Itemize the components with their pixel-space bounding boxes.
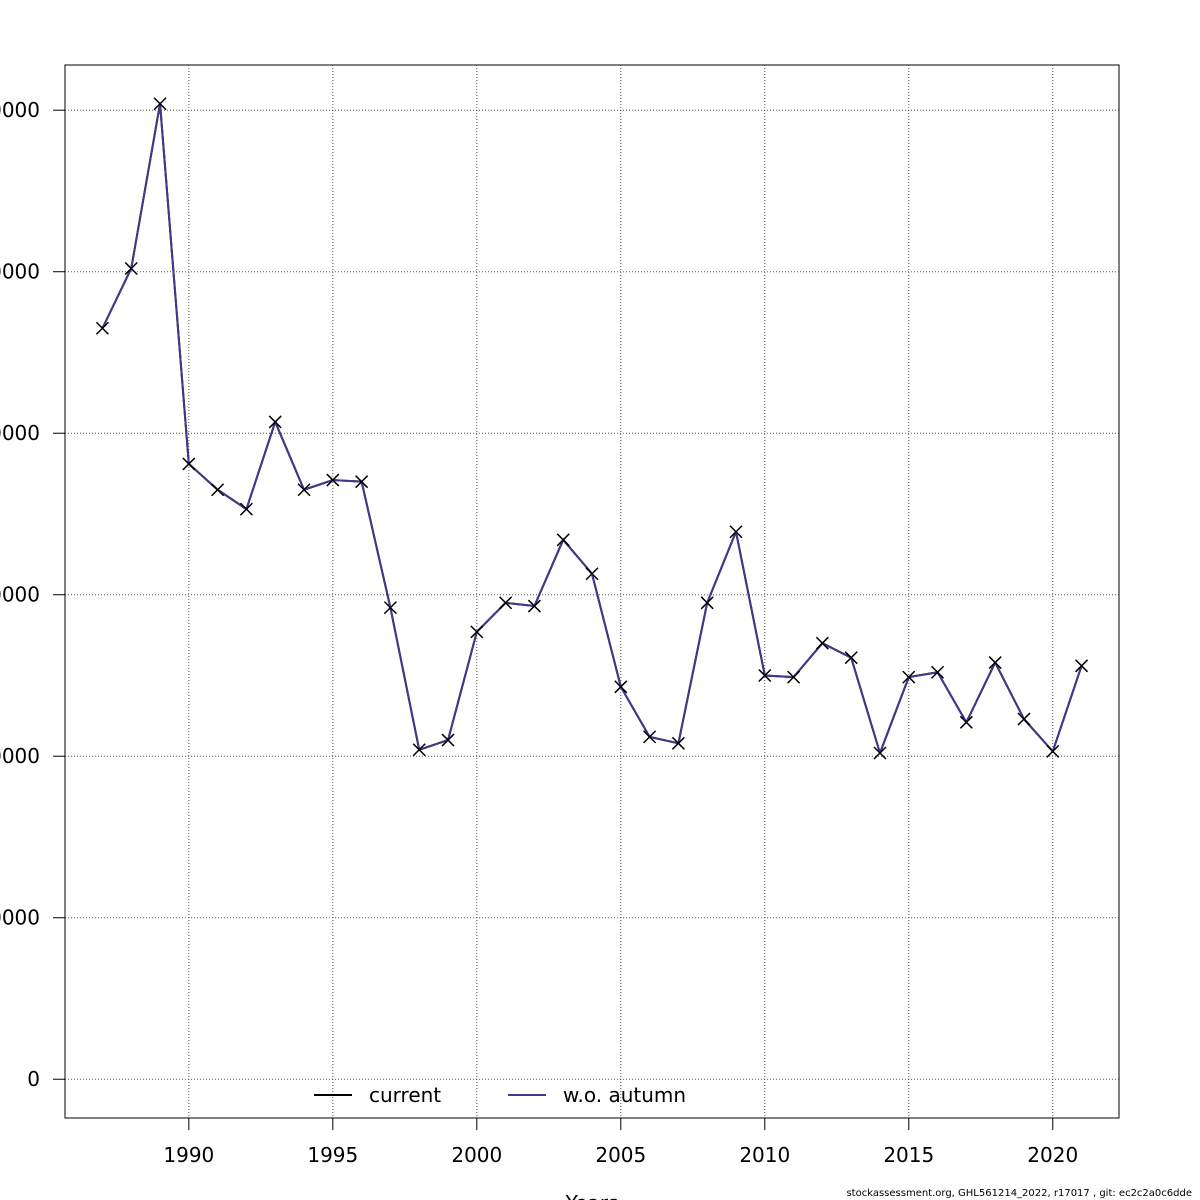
data-point-marker: [297, 483, 311, 497]
y-tick-label: 0: [27, 1067, 40, 1091]
data-point-marker: [643, 730, 657, 744]
data-point-marker: [95, 321, 109, 335]
data-point-marker: [470, 625, 484, 639]
legend-label-current: current: [369, 1083, 441, 1107]
x-tick-label: 2015: [883, 1143, 934, 1167]
data-point-marker: [355, 475, 369, 489]
data-point-marker: [815, 636, 829, 650]
data-point-marker: [412, 743, 426, 757]
data-point-marker: [614, 680, 628, 694]
data-point-marker: [671, 736, 685, 750]
data-point-marker: [959, 715, 973, 729]
data-point-marker: [700, 596, 714, 610]
x-tick-label: 2000: [451, 1143, 502, 1167]
data-point-marker: [585, 567, 599, 581]
x-axis-label: Years: [565, 1191, 619, 1200]
x-axis: 1990 1995 2000 2005 2010 2015 2020: [163, 1118, 1078, 1167]
series-line-current: [101, 102, 1083, 755]
x-tick-label: 1990: [163, 1143, 214, 1167]
data-point-marker: [268, 415, 282, 429]
data-point-marker: [1017, 712, 1031, 726]
x-tick-label: 2005: [595, 1143, 646, 1167]
data-point-marker: [211, 483, 225, 497]
x-tick-label: 1995: [307, 1143, 358, 1167]
data-point-marker: [383, 601, 397, 615]
data-point-marker: [182, 457, 196, 471]
data-point-marker: [239, 502, 253, 516]
legend-label-wo-autumn: w.o. autumn: [563, 1083, 686, 1107]
series-layer: [95, 97, 1089, 760]
data-point-marker: [499, 596, 513, 610]
data-point-marker: [873, 746, 887, 760]
data-point-marker: [902, 670, 916, 684]
data-point-marker: [153, 97, 167, 111]
data-point-marker: [556, 533, 570, 547]
data-point-marker: [1075, 659, 1089, 673]
x-tick-label: 2010: [739, 1143, 790, 1167]
x-tick-label: 2020: [1027, 1143, 1078, 1167]
data-point-marker: [527, 599, 541, 613]
y-axis: 0000000000000000000000000: [0, 98, 65, 1091]
data-point-marker: [1046, 744, 1060, 758]
grid-lines: [65, 65, 1119, 1118]
data-point-marker: [758, 668, 772, 683]
data-point-marker: [787, 670, 801, 684]
footer-credit: stockassessment.org, GHL561214_2022, r17…: [846, 1188, 1192, 1199]
data-point-marker: [844, 651, 858, 665]
legend: current w.o. autumn: [314, 1083, 686, 1107]
data-point-marker: [441, 733, 455, 747]
data-point-marker: [124, 261, 138, 276]
data-point-marker: [326, 473, 340, 487]
series-line-wo-autumn: [101, 102, 1083, 755]
data-point-marker: [931, 665, 945, 679]
plot-frame: [64, 64, 1120, 1119]
data-point-marker: [729, 525, 743, 539]
data-point-marker: [988, 656, 1002, 670]
